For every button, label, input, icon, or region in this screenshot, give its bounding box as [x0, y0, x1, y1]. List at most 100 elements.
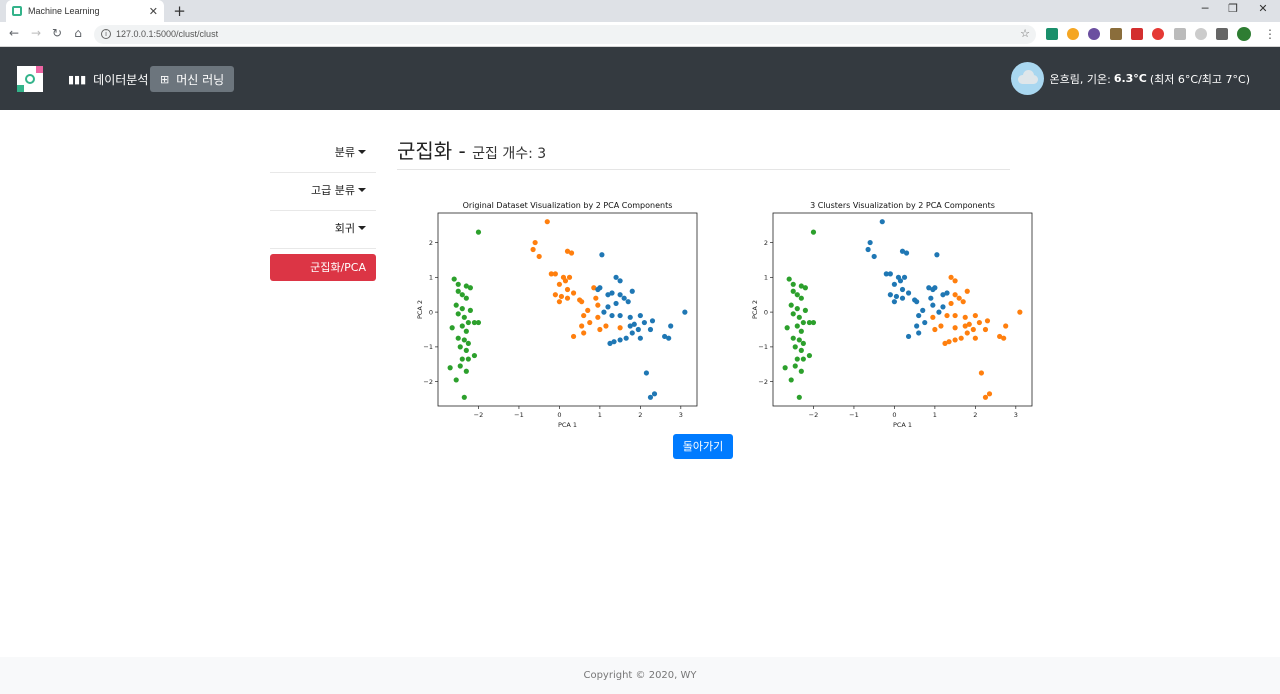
scatter-point	[465, 356, 471, 362]
scatter-point	[984, 318, 991, 324]
window-close-icon[interactable]: ✕	[1258, 2, 1268, 15]
sidebar: 분류 고급 분류 회귀 군집화/PCA	[270, 135, 376, 281]
bookmark-star-icon[interactable]: ☆	[1020, 28, 1030, 40]
scatter-point	[465, 319, 471, 326]
browser-menu-icon[interactable]: ⋮	[1264, 27, 1276, 41]
scatter-point	[932, 326, 938, 333]
scatter-point	[916, 330, 922, 336]
scatter-point	[790, 311, 796, 317]
scatter-point	[449, 325, 455, 331]
nav-label: 데이터분석	[93, 72, 149, 87]
extension-icon[interactable]	[1067, 28, 1079, 40]
scatter-point	[928, 295, 934, 301]
scatter-point	[978, 370, 985, 376]
profile-avatar-icon[interactable]	[1237, 27, 1251, 41]
extension-icon[interactable]	[1046, 28, 1058, 40]
scatter-point	[568, 250, 575, 256]
site-info-icon[interactable]: i	[101, 29, 111, 39]
x-tick-label: 2	[638, 411, 642, 419]
brand-logo[interactable]	[17, 66, 43, 92]
sidebar-item-label: 고급 분류	[311, 184, 355, 197]
tab-close-icon[interactable]: ✕	[148, 5, 158, 18]
scatter-point	[865, 246, 871, 253]
scatter-point	[467, 307, 473, 313]
scatter-point	[794, 292, 800, 298]
nav-machine-learning[interactable]: ⊞ 머신 러닝	[150, 66, 235, 92]
scatter-point	[901, 274, 908, 280]
nav-data-analysis[interactable]: ▮▮▮ 데이터분석	[58, 66, 158, 92]
scatter-point	[1017, 309, 1023, 315]
scatter-point	[581, 312, 587, 319]
scatter-point	[532, 239, 538, 246]
new-tab-icon[interactable]: +	[173, 2, 186, 20]
scatter-point	[595, 286, 601, 293]
forward-icon[interactable]: →	[30, 26, 42, 40]
plot-frame	[437, 212, 698, 407]
weather-range: (최저 6°C/최고 7°C)	[1149, 72, 1250, 86]
scatter-point	[455, 288, 461, 294]
puzzle-extension-icon[interactable]	[1216, 28, 1228, 40]
scatter-point	[637, 312, 643, 319]
scatter-point	[958, 335, 964, 341]
scatter-point	[976, 319, 982, 326]
restore-icon[interactable]: ❐	[1228, 2, 1238, 15]
back-icon[interactable]: ←	[8, 26, 20, 40]
scatter-point	[463, 368, 469, 374]
app-navbar: ▮▮▮ 데이터분석 ⊞ 머신 러닝 온흐림, 기온: 6.3°C (최저 6°C…	[0, 47, 1280, 110]
scatter-point	[982, 326, 989, 333]
scatter-plot-original: Original Dataset Visualization by 2 PCA …	[416, 201, 698, 429]
sidebar-item-clustering[interactable]: 군집화/PCA	[270, 254, 376, 281]
scatter-point	[585, 307, 591, 313]
scatter-point	[905, 290, 912, 296]
scatter-point	[570, 333, 577, 340]
y-tick-label: 2	[764, 239, 768, 247]
y-tick-label: 2	[429, 239, 433, 247]
tab-title: Machine Learning	[28, 6, 100, 16]
reload-icon[interactable]: ↻	[51, 26, 63, 40]
address-bar[interactable]: i 127.0.0.1:5000/clust/clust ☆	[94, 25, 1036, 44]
caret-down-icon	[358, 188, 366, 192]
chart-title: 3 Clusters Visualization by 2 PCA Compon…	[810, 201, 995, 210]
scatter-point	[629, 330, 635, 336]
browser-toolbar: ← → ↻ ⌂ i 127.0.0.1:5000/clust/clust ☆	[0, 22, 1280, 47]
browser-tab[interactable]: Machine Learning ✕	[6, 0, 164, 22]
scatter-point	[899, 295, 906, 301]
scatter-point	[905, 333, 912, 340]
globe-extension-icon[interactable]	[1195, 28, 1207, 40]
scatter-point	[790, 281, 796, 287]
scatter-point	[453, 302, 459, 308]
scatter-point	[593, 295, 599, 301]
scatter-point	[457, 344, 463, 350]
sidebar-item-advanced-classification[interactable]: 고급 분류	[270, 173, 376, 211]
scatter-point	[627, 323, 633, 329]
x-axis-label: PCA 1	[893, 421, 912, 429]
scatter-point	[564, 286, 571, 293]
scatter-point	[591, 285, 597, 291]
scatter-point	[810, 229, 817, 235]
scatter-point	[613, 300, 619, 307]
scatter-point	[794, 356, 800, 362]
scatter-point	[647, 326, 654, 333]
pdf-extension-icon[interactable]	[1131, 28, 1143, 40]
scatter-point	[972, 312, 978, 319]
scatter-point	[964, 288, 970, 294]
scatter-point	[946, 339, 952, 345]
scatter-point	[926, 285, 932, 291]
home-icon[interactable]: ⌂	[74, 26, 82, 40]
adblock-extension-icon[interactable]	[1152, 28, 1164, 40]
scatter-point	[936, 309, 942, 315]
minimize-icon[interactable]: ─	[1201, 2, 1209, 15]
extension-icon[interactable]	[1088, 28, 1100, 40]
scatter-point	[461, 337, 467, 343]
sidebar-item-regression[interactable]: 회귀	[270, 211, 376, 249]
scatter-point	[471, 319, 478, 326]
scatter-point	[570, 290, 577, 296]
scatter-point	[461, 314, 467, 320]
sidebar-item-classification[interactable]: 분류	[270, 135, 376, 173]
scatter-point	[796, 314, 802, 320]
back-button[interactable]: 돌아가기	[673, 434, 733, 459]
extension-icon[interactable]	[1174, 28, 1186, 40]
scatter-point	[641, 319, 647, 326]
scatter-point	[964, 330, 970, 336]
extension-icon[interactable]	[1110, 28, 1122, 40]
